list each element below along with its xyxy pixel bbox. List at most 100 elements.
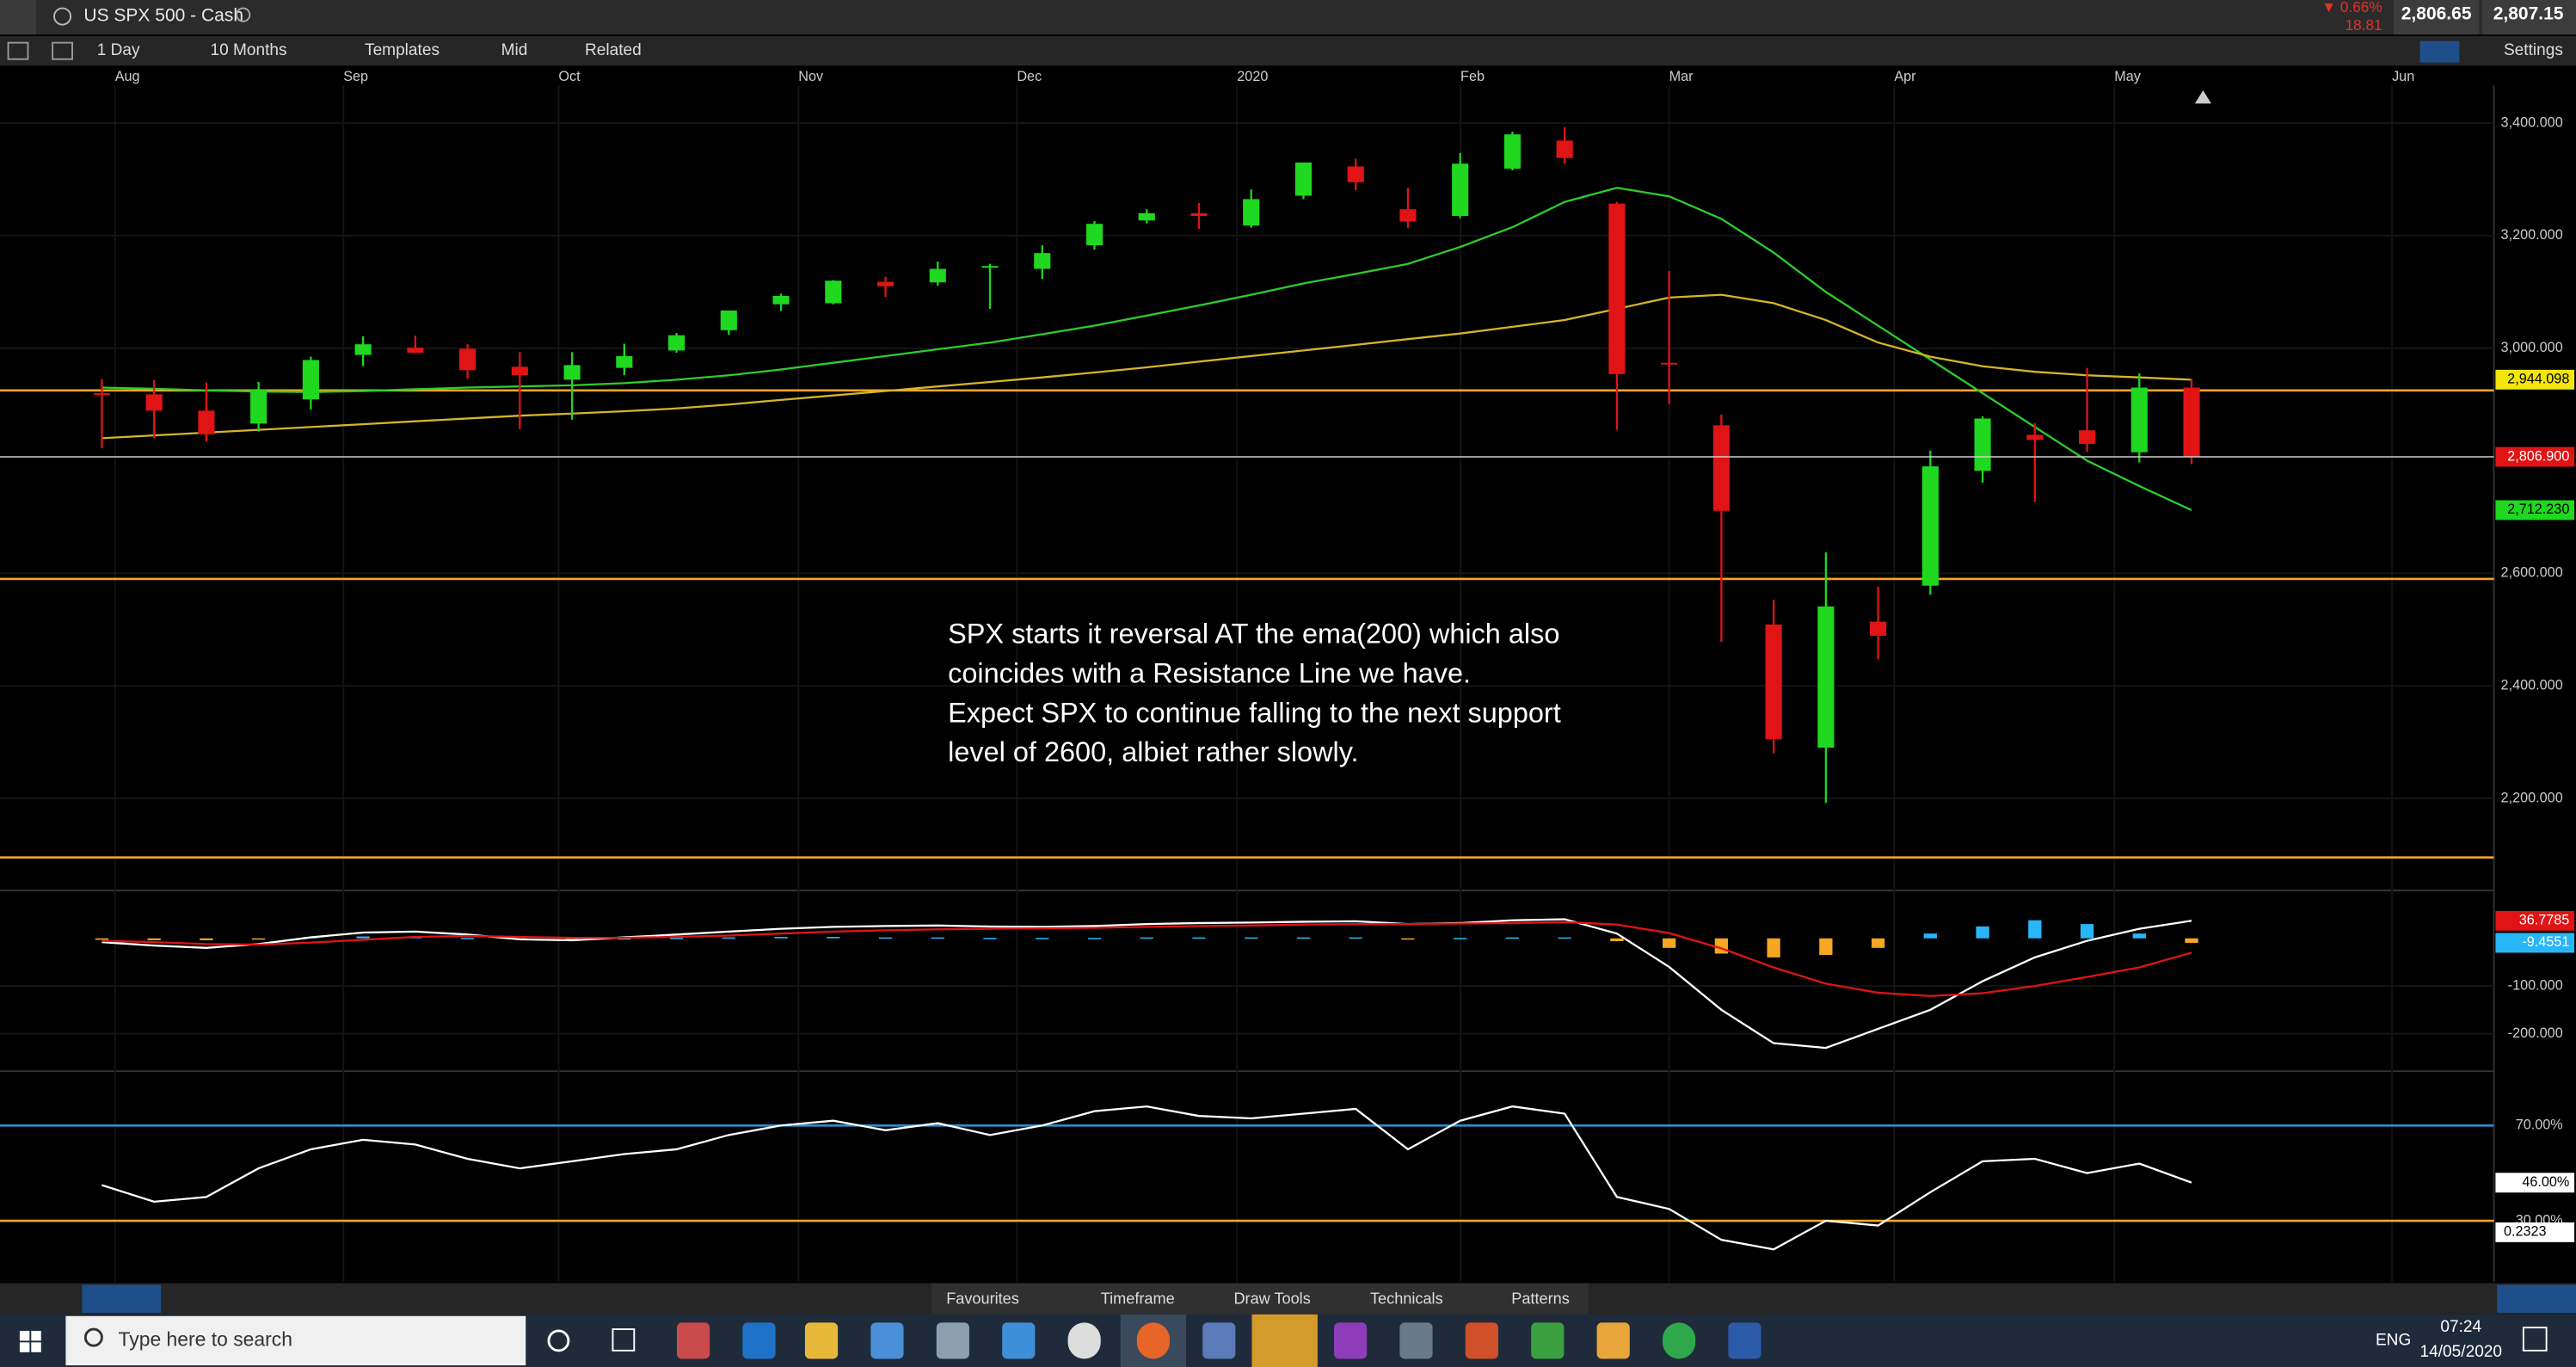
candle-body: [1870, 621, 1887, 636]
app-icon[interactable]: [1251, 1314, 1318, 1367]
app-icon[interactable]: [1333, 1322, 1368, 1359]
tab[interactable]: Favourites: [946, 1290, 1019, 1307]
app-icon[interactable]: [676, 1322, 710, 1359]
app-icon[interactable]: [936, 1322, 969, 1359]
candle-body: [563, 365, 581, 380]
price-marker: [2495, 500, 2575, 520]
price-marker-label: -9.4551: [2522, 934, 2569, 950]
price-marker: [2495, 1173, 2575, 1193]
app-icon[interactable]: [1662, 1322, 1696, 1359]
settings[interactable]: Settings: [2504, 41, 2563, 59]
app-icon[interactable]: [742, 1322, 776, 1359]
price-marker-label: 46.00%: [2522, 1174, 2569, 1190]
app-icon[interactable]: [804, 1322, 839, 1359]
x-tick-label: Aug: [115, 69, 140, 84]
candle-body: [2026, 434, 2044, 440]
start-button[interactable]: [19, 1330, 41, 1352]
tab[interactable]: Technicals: [1370, 1290, 1443, 1307]
histogram-bar: [1036, 938, 1049, 939]
candle-body: [1817, 606, 1835, 748]
app-icon: [1136, 1322, 1170, 1359]
app-icon[interactable]: [1728, 1322, 1761, 1359]
histogram-bar: [565, 938, 579, 940]
candle-body: [1661, 362, 1678, 365]
candle-body: [1085, 224, 1104, 246]
candle-body: [354, 344, 372, 355]
bid-box[interactable]: [2393, 0, 2480, 35]
price-marker: [2495, 446, 2575, 467]
app-icon[interactable]: [870, 1322, 904, 1359]
candle-body: [1452, 163, 1469, 217]
tab[interactable]: Patterns: [1511, 1290, 1570, 1307]
toolbar-item[interactable]: Mid: [501, 41, 528, 59]
histogram-bar: [1401, 938, 1415, 940]
annotation: Expect SPX to continue falling to the ne…: [948, 697, 1561, 728]
histogram-bar: [1349, 937, 1362, 939]
tab-strip: [931, 1283, 1589, 1315]
draw-toggle[interactable]: [82, 1284, 162, 1313]
toggle[interactable]: [2419, 40, 2460, 63]
search-placeholder[interactable]: Type here to search: [119, 1327, 292, 1350]
toolbar-item[interactable]: 1 Day: [97, 41, 140, 59]
start-logo: [19, 1342, 30, 1352]
histogram-bar: [2028, 920, 2042, 939]
x-tick-label: 2020: [1237, 69, 1268, 84]
toolbar-item[interactable]: Templates: [365, 41, 440, 59]
indicator-line: [101, 918, 2192, 1050]
layout-icon[interactable]: [7, 41, 29, 60]
notifications[interactable]: [2522, 1327, 2548, 1352]
indicator-line: [101, 1105, 2192, 1251]
language[interactable]: ENG: [2376, 1331, 2411, 1349]
clock-date[interactable]: 14/05/2020: [2420, 1343, 2502, 1361]
histogram-bar: [147, 938, 161, 940]
app-icon[interactable]: [1531, 1322, 1565, 1359]
clock-time[interactable]: 07:24: [2440, 1318, 2481, 1336]
tab[interactable]: Draw Tools: [1233, 1290, 1310, 1307]
y-tick-label: 3,200.000: [2501, 227, 2563, 243]
ask-box[interactable]: [2482, 0, 2576, 35]
price-marker-label: 2,806.900: [2507, 448, 2569, 464]
price-marker-label: 36.7785: [2519, 913, 2570, 928]
annotation: level of 2600, albiet rather slowly.: [948, 736, 1358, 767]
bid[interactable]: 2,806.65: [2401, 4, 2472, 24]
app-icon[interactable]: [1002, 1322, 1036, 1359]
candle-body: [876, 281, 895, 286]
search-icon[interactable]: [236, 7, 251, 22]
info-icon[interactable]: [53, 7, 72, 26]
indicator-line: [101, 921, 2192, 997]
x-tick-label: Mar: [1669, 69, 1694, 84]
histogram-bar: [722, 937, 735, 939]
x-tick-label: Nov: [798, 69, 824, 84]
app-icon[interactable]: [1399, 1322, 1433, 1359]
app-icon[interactable]: [1596, 1322, 1630, 1359]
search-box[interactable]: [65, 1315, 526, 1366]
change: ▼ 0.66%: [2321, 0, 2382, 15]
symbol[interactable]: US SPX 500 - Cash: [83, 6, 243, 26]
histogram-bar: [1767, 938, 1780, 958]
ask[interactable]: 2,807.15: [2493, 4, 2564, 24]
tab[interactable]: Timeframe: [1101, 1290, 1175, 1307]
y-tick-label: 2,200.000: [2501, 790, 2563, 805]
candle-body: [145, 394, 163, 411]
grid-icon[interactable]: [52, 41, 73, 60]
toolbar-item[interactable]: 10 Months: [210, 41, 286, 59]
menu-button[interactable]: [0, 0, 37, 35]
app-icon[interactable]: [1067, 1322, 1101, 1359]
candle-body: [1556, 140, 1573, 158]
task-view[interactable]: [612, 1328, 636, 1352]
histogram-bar: [931, 937, 944, 939]
zoom-controls[interactable]: [2497, 1284, 2576, 1313]
histogram-bar: [1662, 938, 1676, 948]
histogram-bar: [252, 938, 266, 940]
cortana[interactable]: [547, 1329, 570, 1352]
app-icon[interactable]: [1465, 1322, 1498, 1359]
app-icon[interactable]: [1202, 1322, 1236, 1359]
now-marker: [2194, 90, 2211, 104]
candle-body: [1712, 425, 1730, 511]
candle-body: [981, 266, 999, 268]
histogram-bar: [1819, 938, 1833, 956]
toolbar-item[interactable]: Related: [585, 41, 642, 59]
price-marker: [2495, 933, 2575, 953]
